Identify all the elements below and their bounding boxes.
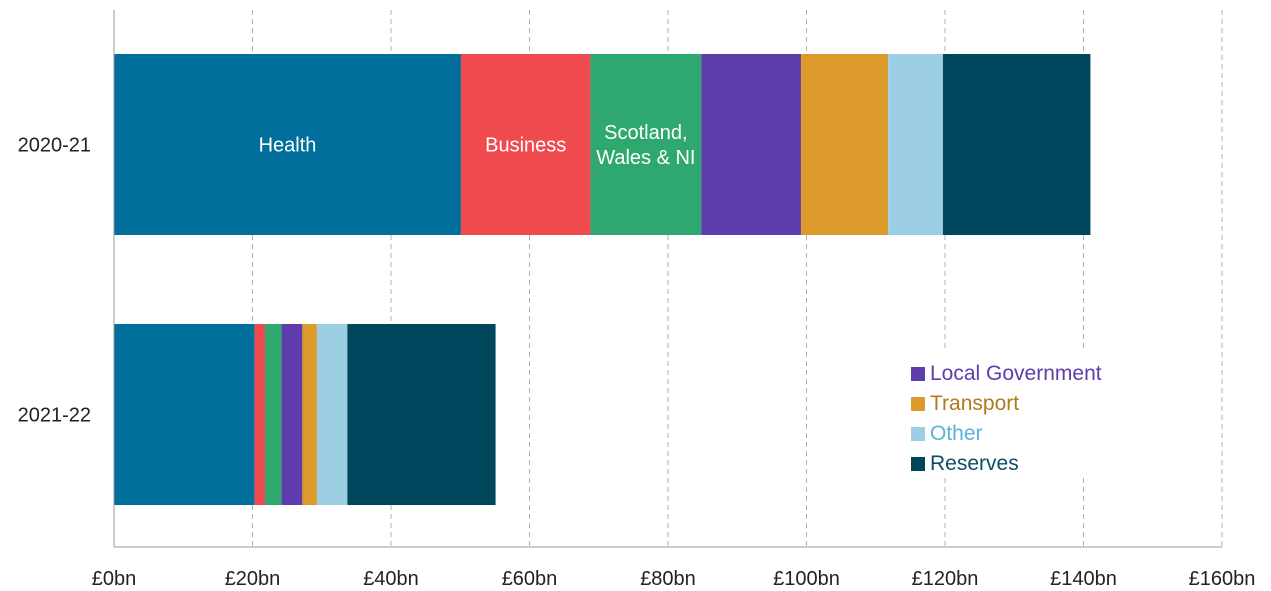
bar-segment: [888, 54, 943, 235]
bar-segment: [316, 324, 348, 505]
bar-data-label: Wales & NI: [596, 147, 695, 169]
bar-segment: [460, 54, 591, 235]
labels: 2020-21 2021-22 Health Business Scotland, Wal…: [18, 122, 696, 427]
bar-segment: [590, 54, 702, 235]
x-tick-label: £0bn: [92, 568, 137, 590]
x-tick-label: £100bn: [773, 568, 840, 590]
bar-segment: [114, 324, 255, 505]
bar-data-label: Health: [259, 135, 317, 157]
category-label: 2020-21: [18, 135, 91, 157]
bar-segment: [264, 324, 282, 505]
legend-swatch: [911, 397, 925, 411]
bar-data-label: Business: [485, 135, 566, 157]
legend-label: Local Government: [930, 362, 1102, 385]
bars: [114, 54, 1091, 505]
x-tick-label: £140bn: [1050, 568, 1117, 590]
legend: Local Government Transport Other Reserves: [900, 352, 1150, 478]
x-tick-label: £120bn: [912, 568, 979, 590]
bar-segment: [281, 324, 303, 505]
legend-swatch: [911, 367, 925, 381]
bar-data-label: Scotland,: [604, 122, 687, 144]
legend-swatch: [911, 427, 925, 441]
legend-swatch: [911, 457, 925, 471]
legend-label: Reserves: [930, 452, 1019, 475]
bar-segment: [347, 324, 496, 505]
bar-segment: [254, 324, 265, 505]
x-tick-label: £40bn: [363, 568, 419, 590]
legend-label: Other: [930, 422, 983, 445]
legend-label: Transport: [930, 392, 1019, 415]
bar-segment: [701, 54, 801, 235]
x-tick-label: £80bn: [640, 568, 696, 590]
bar-segment: [800, 54, 889, 235]
axes: £0bn £20bn £40bn £60bn £80bn £100bn £120bn £140…: [92, 10, 1256, 590]
category-label: 2021-22: [18, 405, 91, 427]
bar-segment: [942, 54, 1091, 235]
bar-segment: [302, 324, 317, 505]
x-tick-label: £20bn: [225, 568, 281, 590]
x-tick-label: £160bn: [1189, 568, 1256, 590]
bar-segment: [114, 54, 461, 235]
x-tick-label: £60bn: [502, 568, 558, 590]
legend-background: [900, 352, 1150, 478]
